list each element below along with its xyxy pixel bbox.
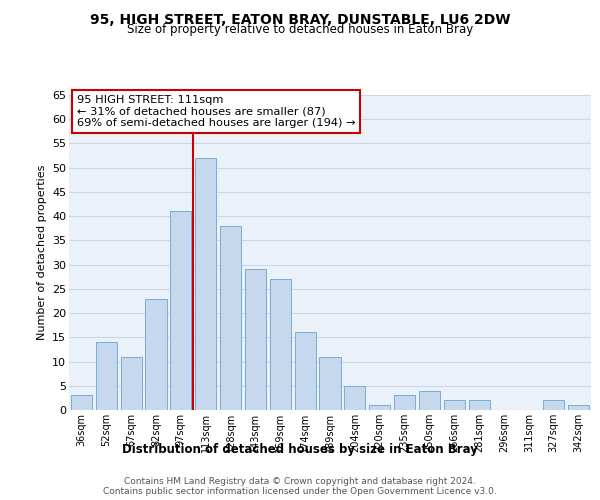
Text: Contains public sector information licensed under the Open Government Licence v3: Contains public sector information licen…	[103, 488, 497, 496]
Bar	[96, 342, 117, 410]
Bar	[170, 212, 191, 410]
Text: Distribution of detached houses by size in Eaton Bray: Distribution of detached houses by size …	[122, 442, 478, 456]
Bar	[195, 158, 216, 410]
Bar	[145, 298, 167, 410]
Bar	[220, 226, 241, 410]
Bar	[319, 356, 341, 410]
Bar	[369, 405, 390, 410]
Bar	[245, 270, 266, 410]
Y-axis label: Number of detached properties: Number of detached properties	[37, 165, 47, 340]
Bar	[419, 390, 440, 410]
Bar	[444, 400, 465, 410]
Bar	[270, 279, 291, 410]
Bar	[543, 400, 564, 410]
Text: 95, HIGH STREET, EATON BRAY, DUNSTABLE, LU6 2DW: 95, HIGH STREET, EATON BRAY, DUNSTABLE, …	[90, 12, 510, 26]
Bar	[568, 405, 589, 410]
Text: Size of property relative to detached houses in Eaton Bray: Size of property relative to detached ho…	[127, 22, 473, 36]
Text: 95 HIGH STREET: 111sqm
← 31% of detached houses are smaller (87)
69% of semi-det: 95 HIGH STREET: 111sqm ← 31% of detached…	[77, 95, 355, 128]
Bar	[394, 396, 415, 410]
Bar	[295, 332, 316, 410]
Bar	[469, 400, 490, 410]
Bar	[121, 356, 142, 410]
Text: Contains HM Land Registry data © Crown copyright and database right 2024.: Contains HM Land Registry data © Crown c…	[124, 478, 476, 486]
Bar	[344, 386, 365, 410]
Bar	[71, 396, 92, 410]
